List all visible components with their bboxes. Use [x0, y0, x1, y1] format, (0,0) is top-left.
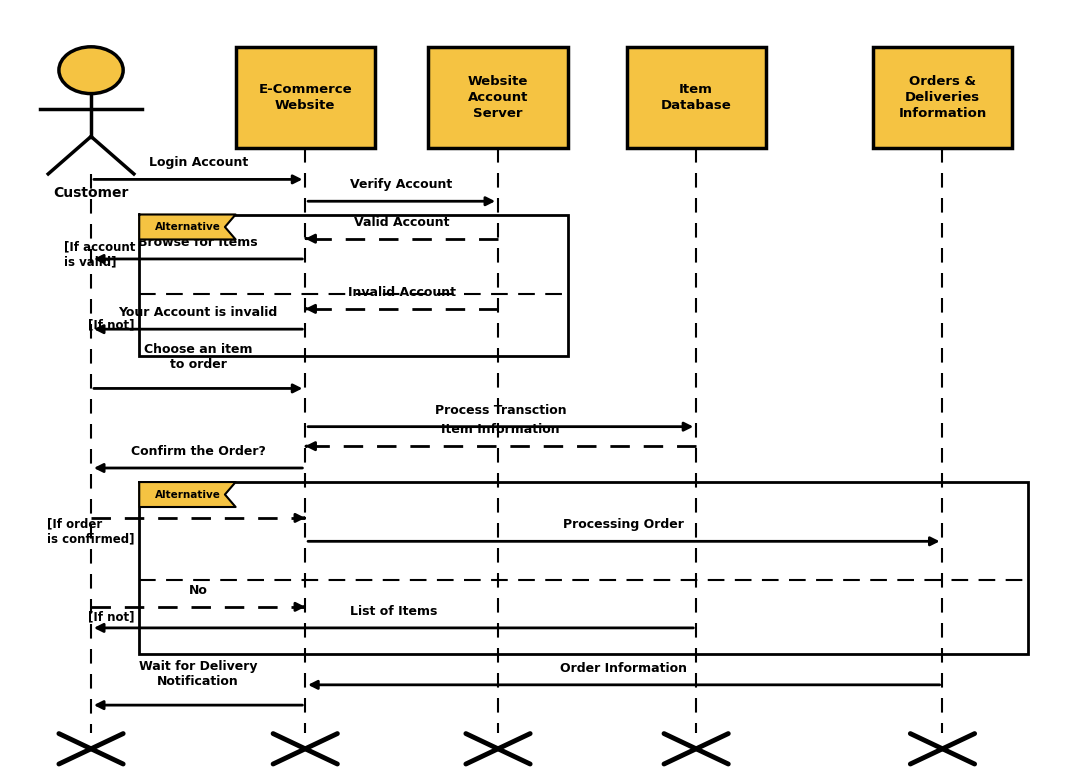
Text: Website
Account
Server: Website Account Server [468, 75, 528, 120]
Text: Your Account is invalid: Your Account is invalid [119, 306, 277, 319]
FancyBboxPatch shape [428, 47, 568, 148]
Text: Order Information: Order Information [560, 661, 688, 675]
FancyBboxPatch shape [236, 47, 375, 148]
Text: List of Items: List of Items [350, 604, 437, 618]
Text: Processing Order: Processing Order [563, 518, 684, 531]
Text: Verify Account: Verify Account [350, 178, 453, 191]
FancyBboxPatch shape [873, 47, 1012, 148]
Text: Alternative: Alternative [154, 222, 221, 232]
Text: E-Commerce
Website: E-Commerce Website [258, 83, 352, 112]
Text: Item Information: Item Information [441, 423, 560, 436]
Bar [139, 215, 568, 356]
Text: Choose an item
to order: Choose an item to order [144, 343, 253, 371]
Text: Login Account: Login Account [149, 156, 247, 169]
Text: No: No [188, 583, 208, 597]
Text: Valid Account: Valid Account [353, 215, 450, 229]
Text: Browse for Items: Browse for Items [138, 236, 258, 249]
Text: Item
Database: Item Database [661, 83, 731, 112]
Text: Confirm the Order?: Confirm the Order? [131, 445, 266, 458]
Text: Yes: Yes [186, 495, 210, 508]
Text: [If order
is confirmed]: [If order is confirmed] [47, 517, 135, 545]
Polygon shape [139, 482, 236, 507]
Text: [If not]: [If not] [89, 611, 135, 623]
Text: Process Transction: Process Transction [435, 403, 567, 417]
Text: Alternative: Alternative [154, 490, 221, 499]
Bar [139, 482, 1028, 654]
Text: Customer: Customer [54, 186, 129, 200]
Polygon shape [139, 215, 236, 239]
Text: [If account
is valid]: [If account is valid] [63, 240, 135, 268]
Text: Wait for Delivery
Notification: Wait for Delivery Notification [139, 660, 257, 688]
Circle shape [59, 47, 123, 94]
Text: Orders &
Deliveries
Information: Orders & Deliveries Information [899, 75, 986, 120]
Text: Invalid Account: Invalid Account [348, 285, 455, 299]
FancyBboxPatch shape [627, 47, 766, 148]
Text: [If not]: [If not] [89, 319, 135, 332]
